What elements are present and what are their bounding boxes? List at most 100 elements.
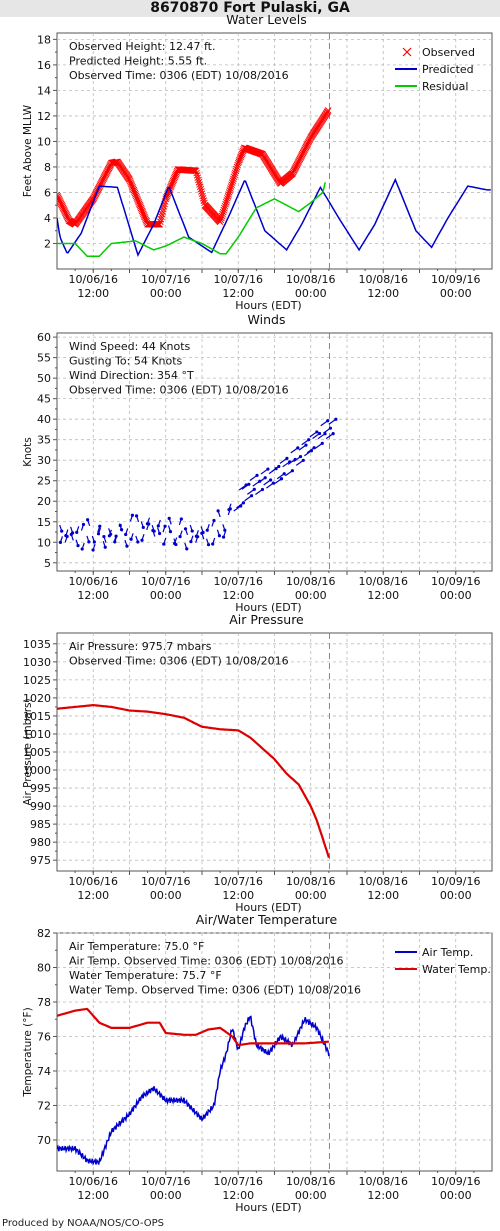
tick-label-x-time: 00:00: [295, 1189, 327, 1202]
y-axis-label: Air Pressure (mbars): [22, 698, 34, 805]
plot-marks: [57, 703, 330, 859]
wind-arrowhead: [75, 530, 79, 534]
wind-arrowhead: [86, 518, 90, 522]
wind-arrowhead: [255, 473, 259, 477]
wind-arrowhead: [247, 482, 251, 486]
tick-label-y: 50: [37, 372, 51, 385]
annotation-text: Air Temperature: 75.0 °F: [69, 940, 204, 953]
wind-arrowhead: [103, 545, 107, 549]
chart-water: Water Levels2468101214161810/06/1612:001…: [22, 12, 493, 312]
tick-label-x-date: 10/09/16: [431, 273, 480, 286]
tick-label-y: 995: [30, 782, 51, 795]
wind-arrowhead: [168, 529, 173, 534]
annotation-text: Air Pressure: 975.7 mbars: [69, 640, 212, 653]
legend-label: Residual: [422, 80, 468, 93]
wind-arrowhead: [179, 517, 183, 521]
wind-arrowhead: [141, 525, 145, 530]
wind-arrowhead: [206, 543, 211, 547]
chart-temp: Air/Water Temperature 70 72 74 76 78 80 82 10/06…: [22, 912, 493, 1214]
wind-arrowhead: [328, 426, 333, 430]
wind-arrowhead: [98, 524, 102, 528]
tick-label-x-time: 12:00: [367, 889, 399, 902]
annotation-text: Water Temperature: 75.7 °F: [69, 969, 222, 982]
observed-point: [227, 185, 234, 192]
tick-label-y: 40: [37, 413, 51, 426]
observed-point: [221, 204, 228, 212]
wind-arrowhead: [91, 548, 95, 552]
tick-label-y: 975: [30, 854, 51, 867]
observed-point: [230, 173, 238, 181]
observed-point: [224, 193, 232, 200]
annotation-text: Gusting To: 54 Knots: [69, 355, 183, 368]
observed-point: [227, 183, 235, 190]
observed-point: [233, 163, 241, 171]
tick-label-y: 15: [37, 516, 51, 529]
observed-point: [226, 187, 234, 194]
tick-label-x-time: 12:00: [222, 1189, 254, 1202]
tick-label-x-date: 10/07/16: [141, 575, 190, 588]
tick-label-y: 30: [37, 454, 51, 467]
observed-point: [156, 218, 164, 226]
wind-arrowhead: [223, 528, 227, 532]
plot-marks: [57, 107, 491, 257]
observed-point: [159, 208, 167, 215]
series-wind: [53, 417, 338, 552]
footer-credit: Produced by NOAA/NOS/CO-OPS: [2, 1218, 165, 1229]
annotation-text: Observed Time: 0306 (EDT) 10/08/2016: [69, 69, 289, 82]
wind-arrowhead: [194, 534, 198, 538]
wind-arrowhead: [69, 532, 73, 536]
legend-label: Observed: [422, 46, 475, 59]
tick-label-x-date: 10/08/16: [359, 875, 408, 888]
observed-point: [225, 189, 233, 196]
tick-label-x-date: 10/07/16: [141, 1175, 190, 1188]
tick-label-y: 18: [37, 33, 51, 46]
observed-point: [234, 161, 241, 169]
annotation-text: Water Temp. Observed Time: 0306 (EDT) 10…: [69, 984, 361, 997]
observed-point: [224, 195, 231, 202]
tick-label-y: 80: [37, 961, 51, 974]
observed-point: [219, 210, 226, 218]
wind-arrowhead: [178, 535, 182, 539]
tick-label-x-date: 10/08/16: [286, 575, 335, 588]
observed-point: [230, 175, 237, 183]
tick-label-x-time: 12:00: [77, 287, 109, 300]
wind-arrowhead: [107, 534, 111, 538]
tick-label-x-time: 12:00: [222, 589, 254, 602]
wind-arrowhead: [312, 446, 316, 450]
observed-point: [217, 216, 225, 224]
wind-arrowhead: [221, 535, 226, 539]
tick-label-x-time: 00:00: [150, 889, 182, 902]
chart-title: Water Levels: [226, 12, 306, 27]
wind-arrowhead: [53, 526, 56, 529]
wind-arrowhead: [211, 542, 215, 546]
tick-label-x-date: 10/09/16: [431, 575, 480, 588]
tick-label-y: 16: [37, 59, 51, 72]
wind-arrowhead: [173, 541, 177, 546]
wind-arrowhead: [136, 540, 140, 544]
wind-arrowhead: [124, 532, 128, 537]
tick-label-y: 72: [37, 1099, 51, 1112]
wind-arrowhead: [162, 542, 166, 546]
observed-point: [219, 208, 227, 216]
chart-pressure: Air Pressure 975 980 985 990 995 1000 1005 1010 1…: [22, 612, 493, 914]
annotation-text: Air Temp. Observed Time: 0306 (EDT) 10/0…: [69, 955, 344, 968]
tick-label-y: 60: [37, 331, 51, 344]
tick-label-y: 990: [30, 800, 51, 813]
observed-point: [157, 215, 165, 223]
tick-label-y: 82: [37, 927, 51, 940]
tick-label-x-time: 00:00: [440, 287, 472, 300]
wind-arrowhead: [216, 509, 220, 513]
plot-marks: [53, 417, 338, 552]
observed-point: [231, 171, 238, 179]
tick-label-y: 1000: [23, 764, 51, 777]
wind-arrowhead: [241, 501, 246, 505]
tick-label-x-time: 12:00: [367, 287, 399, 300]
tick-label-x-date: 10/08/16: [286, 1175, 335, 1188]
observed-point: [160, 205, 167, 213]
wind-arrowhead: [331, 432, 335, 436]
tick-label-y: 10: [37, 135, 51, 148]
wind-arrowhead: [304, 443, 308, 447]
tick-label-y: 5: [44, 557, 51, 570]
wind-arrowhead: [307, 438, 311, 442]
